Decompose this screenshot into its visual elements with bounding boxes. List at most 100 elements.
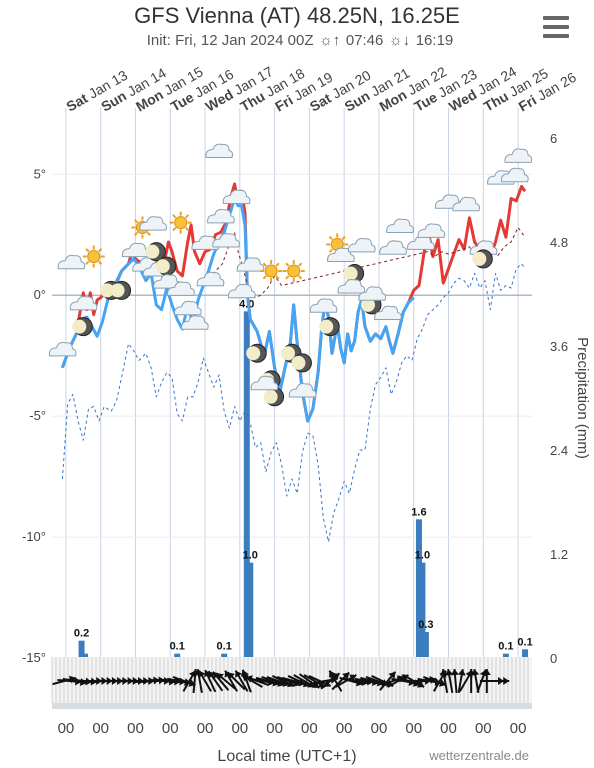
wind-arrow-head xyxy=(198,670,206,678)
sun-icon xyxy=(82,245,105,268)
precip-bar xyxy=(78,640,85,658)
cloud-icon xyxy=(504,148,533,163)
precip-bar-label: 1.0 xyxy=(243,550,258,562)
x-bottom-tick: 00 xyxy=(405,720,422,737)
moon-icon xyxy=(72,317,93,337)
wind-arrow-head xyxy=(245,675,253,683)
cloud-icon xyxy=(48,341,77,357)
moon-icon xyxy=(145,242,166,262)
x-bottom-tick: 00 xyxy=(475,720,492,737)
x-axis-label: Local time (UTC+1) xyxy=(217,748,356,765)
cloud-icon xyxy=(236,257,265,272)
wind-arrow-head xyxy=(388,671,396,679)
wind-arrow-head xyxy=(349,674,357,682)
wind-arrow-head xyxy=(330,676,337,684)
x-bottom-tick: 00 xyxy=(92,720,109,737)
wind-arrow-head xyxy=(332,673,340,681)
init-subtitle: Init: Fri, 12 Jan 2024 00Z ☼↑ 07:46 ☼↓ 1… xyxy=(60,32,540,49)
wind-arrow-head xyxy=(457,669,466,676)
cloud-icon xyxy=(501,167,529,183)
y-right-tick: 2.4 xyxy=(550,443,568,458)
cloud-icon xyxy=(69,295,98,311)
wind-arrow-head xyxy=(471,669,480,676)
y-right-tick: 0 xyxy=(550,651,557,666)
wind-arrow-head xyxy=(482,668,491,675)
wind-arrow-head xyxy=(450,669,459,676)
temperature-series-line xyxy=(60,197,415,423)
cloud-icon xyxy=(181,315,209,330)
y-right-tick: 3.6 xyxy=(550,339,568,354)
cloud-icon xyxy=(174,300,202,316)
x-bottom-tick: 00 xyxy=(231,720,248,737)
credit-label: wetterzentrale.de xyxy=(428,748,529,763)
precip-bar xyxy=(247,562,254,658)
precip-bar xyxy=(522,649,529,658)
x-bottom-tick: 00 xyxy=(336,720,353,737)
wind-arrow-head xyxy=(438,679,446,687)
y-right-tick: 1.2 xyxy=(550,547,568,562)
sun-icon xyxy=(282,260,305,283)
hamburger-menu-icon[interactable] xyxy=(543,16,569,38)
cloud-icon xyxy=(222,189,251,204)
cloud-icon xyxy=(337,279,366,294)
wind-arrow-head xyxy=(204,670,212,678)
cloud-icon xyxy=(212,233,240,248)
wind-arrow-head xyxy=(216,673,224,681)
sun-icon xyxy=(169,211,192,234)
cloud-icon xyxy=(452,196,480,212)
moon-icon xyxy=(155,256,177,276)
wind-arrow-head xyxy=(208,671,216,679)
cloud-icon xyxy=(358,286,387,301)
precip-bar-label: 0.1 xyxy=(170,641,185,653)
wind-arrow-head xyxy=(307,680,315,688)
wind-arrow-head xyxy=(312,681,320,688)
init-label: Init: Fri, 12 Jan 2024 00Z xyxy=(146,32,314,49)
sunset-time: 16:19 xyxy=(415,32,454,49)
cloud-icon xyxy=(196,271,225,287)
cloud-icon xyxy=(288,383,317,398)
x-bottom-tick: 00 xyxy=(371,720,388,737)
cloud-icon xyxy=(417,223,446,238)
wind-arrow-head xyxy=(227,672,235,680)
sun-icon xyxy=(260,260,283,283)
cloud-icon xyxy=(139,216,167,231)
wind-arrow-head xyxy=(445,669,454,676)
precip-bar-label: 1.6 xyxy=(411,506,426,518)
precip-bar-label: 1.0 xyxy=(415,550,430,562)
precip-bar-label: 0.1 xyxy=(498,641,513,653)
cloud-icon xyxy=(205,143,234,159)
y-right-tick: 4.8 xyxy=(550,235,568,250)
wind-arrow-head xyxy=(277,679,285,687)
wind-arrow-head xyxy=(440,669,448,676)
wind-arrow-head xyxy=(292,679,300,687)
moon-icon xyxy=(110,280,132,300)
cloud-icon xyxy=(386,218,414,233)
temperature-series-line xyxy=(60,182,527,423)
sunrise-time: 07:46 xyxy=(345,32,384,49)
cloud-icon xyxy=(347,237,376,253)
sunset-icon: ☼↓ xyxy=(388,32,411,49)
cloud-icon xyxy=(250,375,279,391)
cloud-icon xyxy=(327,247,355,263)
cloud-icon xyxy=(469,240,498,255)
x-bottom-tick: 00 xyxy=(127,720,144,737)
wind-arrow-head xyxy=(235,670,243,678)
y-left-tick: 5° xyxy=(34,166,46,181)
precip-bar xyxy=(422,632,429,658)
cloud-icon xyxy=(121,242,150,258)
y-left-tick: 0° xyxy=(34,287,46,302)
precip-bar-label: 0.1 xyxy=(217,641,232,653)
precip-bar-label: 0.2 xyxy=(74,628,89,640)
x-bottom-tick: 00 xyxy=(301,720,318,737)
cloud-icon xyxy=(379,240,407,255)
precip-bar-label: 0.3 xyxy=(418,619,433,631)
wind-arrow-head xyxy=(329,670,336,678)
cloud-icon xyxy=(207,208,235,224)
precip-bar xyxy=(415,519,422,658)
wind-arrow-head xyxy=(302,679,310,688)
wind-strip-base xyxy=(52,703,532,709)
y-left-tick: -15° xyxy=(22,650,46,665)
cloud-icon xyxy=(227,283,256,299)
moon-icon xyxy=(263,387,285,407)
